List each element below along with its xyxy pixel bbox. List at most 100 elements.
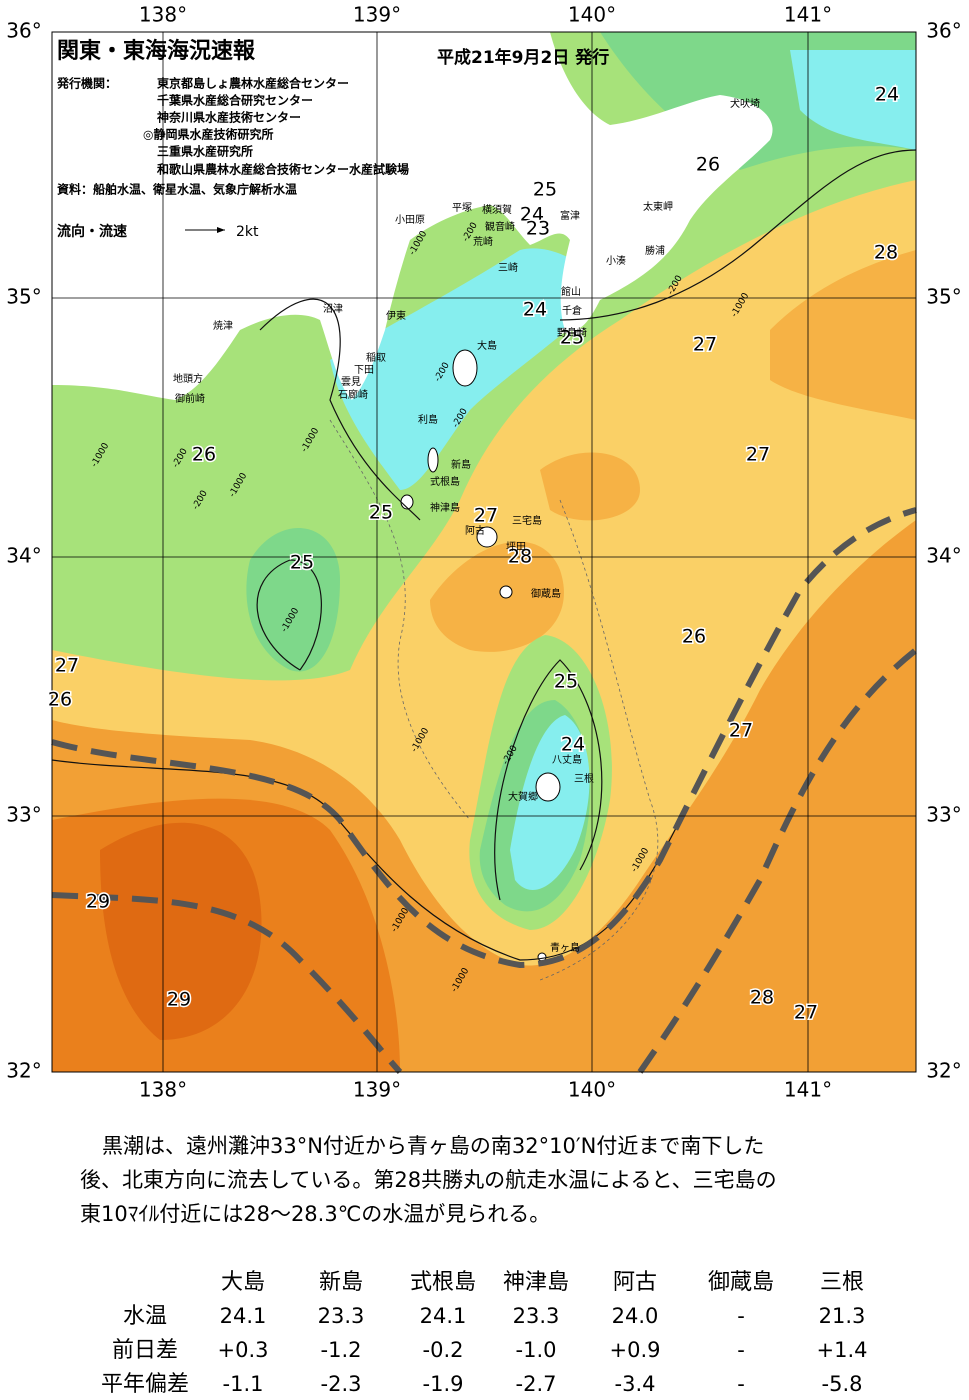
table-cell: +0.9: [610, 1338, 661, 1362]
isotherm-label: 28: [874, 242, 898, 264]
table-cell: 24.0: [612, 1304, 659, 1328]
table-cell: -1.9: [423, 1372, 464, 1396]
issuer: 千葉県水産総合研究センター: [157, 93, 313, 108]
isotherm-label: 25: [560, 327, 584, 349]
lat-label: 33°: [6, 803, 41, 827]
table-cell: 23.3: [318, 1304, 365, 1328]
isotherm-label: 26: [192, 444, 216, 466]
isotherm-label: 25: [290, 552, 314, 574]
isotherm-label: 24: [561, 734, 585, 756]
place-name: 野島崎: [557, 326, 587, 339]
table-cell: -0.2: [423, 1338, 464, 1362]
table-cell: +1.4: [817, 1338, 868, 1362]
sea-28-patch: [540, 452, 640, 521]
row-label: 水温: [123, 1304, 167, 1329]
summary-line: 後、北東方向に流去している。第28共勝丸の航走水温によると、三宅島の: [80, 1168, 777, 1192]
kuroshio-axis: [51, 507, 917, 969]
issuer: 東京都島しょ農林水産総合センター: [157, 76, 349, 91]
table-header: 三根: [820, 1270, 864, 1295]
lat-label: 34°: [926, 544, 961, 568]
title: 関東・東海海況速報: [57, 38, 256, 64]
place-name: 神津島: [430, 501, 460, 514]
table-header: 阿古: [613, 1270, 657, 1295]
isotherm: [259, 298, 421, 521]
table-cell: -2.7: [516, 1372, 557, 1396]
isotherm-label: 26: [696, 154, 720, 176]
island: [535, 772, 561, 802]
place-name: 小田原: [395, 214, 425, 226]
summary-line: 黒潮は、遠州灘沖33°N付近から青ヶ島の南32°10′N付近まで南下した: [102, 1134, 764, 1158]
sea-28-patch: [430, 541, 564, 652]
place-name: 勝浦: [645, 244, 665, 257]
kuroshio-axis: [637, 647, 918, 1074]
table-cell: -1.0: [516, 1338, 557, 1362]
isotherm-label: 25: [533, 179, 557, 201]
place-name: 横須賀: [482, 203, 512, 216]
isotherm: [494, 659, 603, 901]
legend-scale: 2kt: [236, 224, 259, 240]
isotherm-label: 28: [750, 987, 774, 1009]
legend-arrow-head: [217, 227, 225, 233]
place-name: 観音崎: [485, 220, 515, 233]
table-header: 式根島: [410, 1270, 476, 1295]
place-name: 大島: [477, 339, 497, 352]
table-cell: -: [737, 1372, 745, 1396]
sea-24: [510, 715, 590, 890]
issuer: 神奈川県水産技術センター: [157, 110, 301, 125]
lat-label: 34°: [6, 544, 41, 568]
lon-label: 141°: [784, 3, 832, 27]
table-cell: -2.3: [321, 1372, 362, 1396]
place-name: 荒崎: [473, 235, 493, 248]
isobath: [329, 419, 471, 821]
isotherm-label: 24: [520, 204, 544, 226]
island: [452, 349, 478, 387]
place-name: 雲見: [341, 376, 361, 388]
lon-label: 138°: [139, 1078, 187, 1102]
sea-29-core: [100, 822, 262, 1040]
lon-label: 140°: [568, 1078, 616, 1102]
isotherm-label: 24: [523, 299, 547, 321]
table-cell: 21.3: [819, 1304, 866, 1328]
place-name: 三崎: [498, 261, 518, 274]
table-cell: -1.2: [321, 1338, 362, 1362]
table-header: 大島: [221, 1270, 265, 1295]
place-name: 焼津: [213, 320, 233, 332]
place-name: 三宅島: [512, 514, 542, 527]
isotherm-label: 25: [369, 502, 393, 524]
island: [476, 526, 498, 548]
lat-label: 32°: [6, 1059, 41, 1083]
table-cell: 24.1: [220, 1304, 267, 1328]
place-name: 富津: [560, 209, 580, 222]
isotherm-label: 28: [508, 546, 532, 568]
place-name: 利島: [418, 413, 438, 426]
place-name: 下田: [354, 365, 374, 376]
issue-date: 平成21年9月2日 発行: [437, 47, 609, 68]
isotherm-label: 29: [86, 891, 110, 913]
place-name: 式根島: [430, 475, 460, 488]
isotherm-label: 27: [729, 720, 753, 742]
lon-label: 139°: [353, 3, 401, 27]
sea-28-patch: [770, 250, 916, 420]
issuer: 三重県水産研究所: [157, 144, 253, 159]
legend-label: 流向・流速: [57, 223, 127, 240]
isotherm: [256, 559, 322, 671]
place-name: 青ヶ島: [550, 941, 580, 954]
issuers-label: 発行機関：: [56, 76, 117, 91]
place-name: 千倉: [562, 304, 582, 317]
isotherm-label: 27: [746, 444, 770, 466]
sea-24: [790, 50, 916, 150]
lon-label: 141°: [784, 1078, 832, 1102]
island: [499, 585, 513, 599]
lat-label: 36°: [926, 19, 961, 43]
place-name: 三根: [574, 772, 594, 785]
lat-label: 35°: [926, 285, 961, 309]
table-cell: -3.4: [615, 1372, 656, 1396]
lon-label: 140°: [568, 3, 616, 27]
place-name: 坪田: [506, 540, 526, 553]
place-name: 伊東: [386, 309, 406, 322]
place-name: 新島: [451, 458, 471, 471]
lat-label: 32°: [926, 1059, 961, 1083]
place-name: 石廊崎: [338, 388, 368, 401]
kuroshio-axis: [51, 892, 403, 1075]
table-header: 神津島: [503, 1270, 569, 1295]
